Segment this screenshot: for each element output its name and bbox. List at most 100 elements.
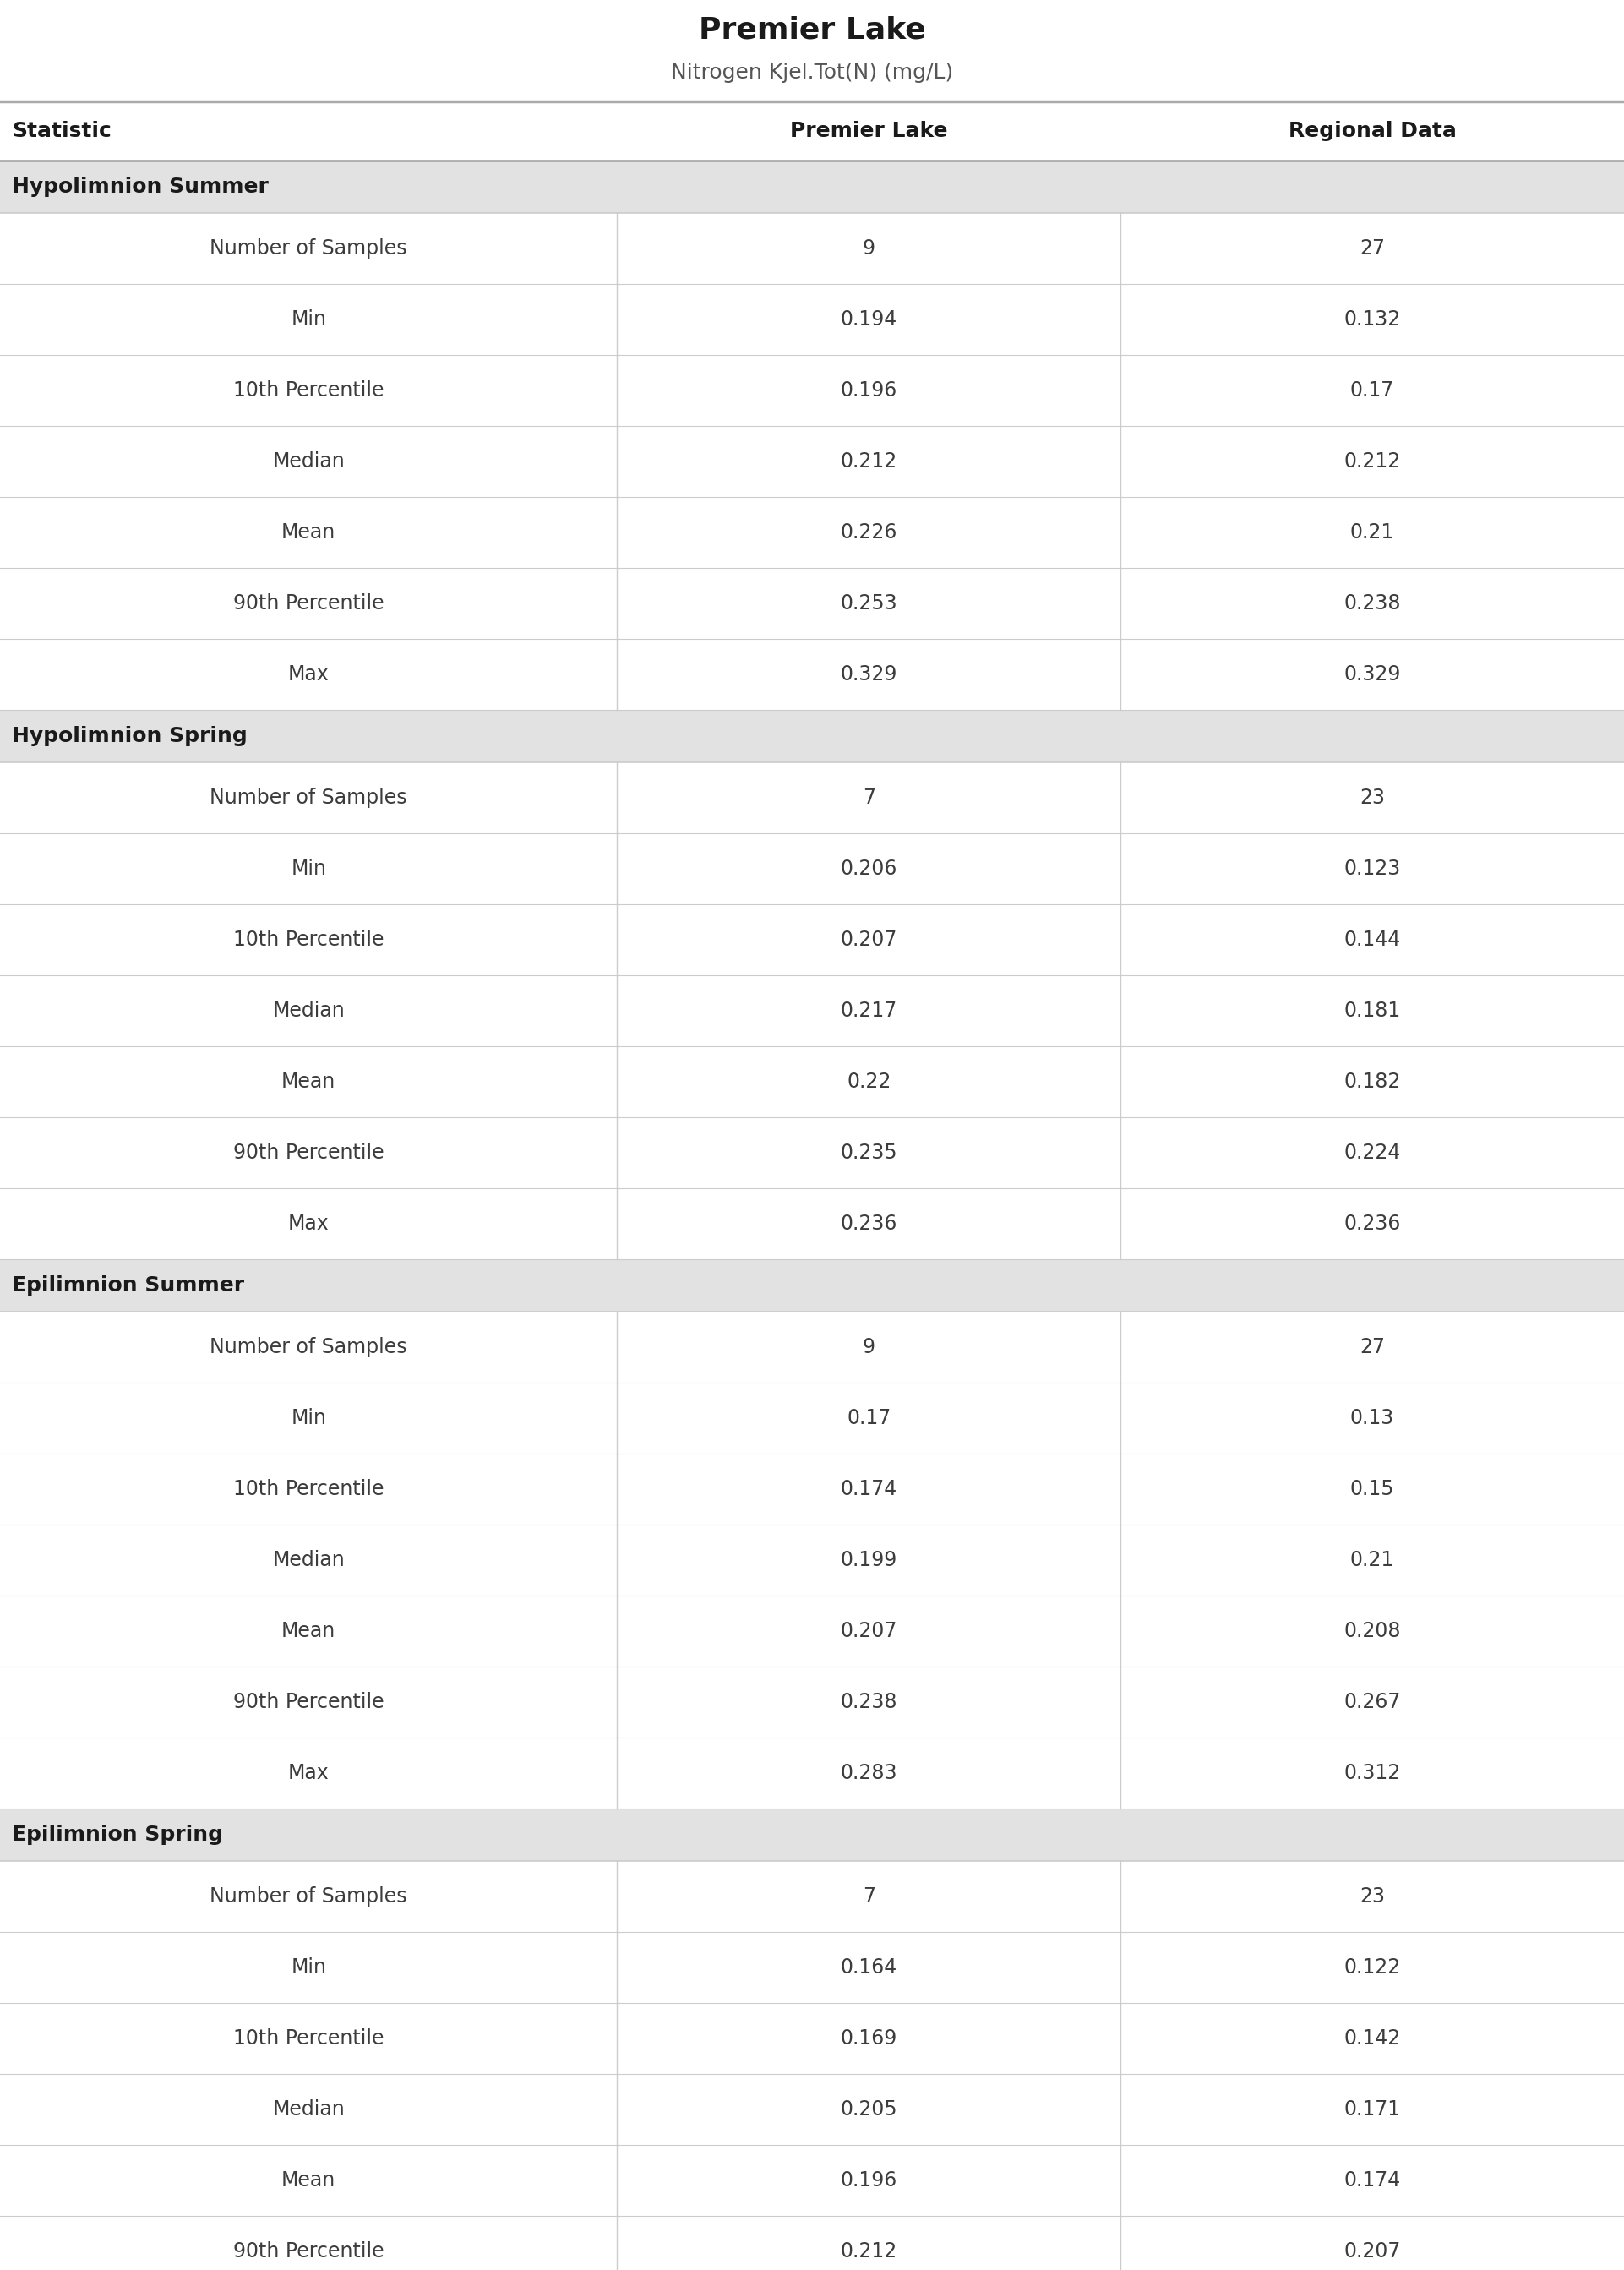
Text: 0.21: 0.21: [1350, 1550, 1395, 1571]
Bar: [0, 1809, 1624, 1861]
Text: 0.212: 0.212: [841, 2240, 896, 2261]
Bar: [0, 102, 1624, 161]
Bar: [0, 2002, 1624, 2075]
Text: 0.207: 0.207: [840, 931, 898, 949]
Text: 0.144: 0.144: [1345, 931, 1400, 949]
Text: Number of Samples: Number of Samples: [209, 1886, 408, 1907]
Text: 90th Percentile: 90th Percentile: [234, 1691, 383, 1712]
Text: 0.17: 0.17: [1350, 381, 1395, 400]
Text: 7: 7: [862, 1886, 875, 1907]
Text: 0.182: 0.182: [1343, 1071, 1402, 1092]
Text: 0.169: 0.169: [841, 2029, 896, 2048]
Text: Nitrogen Kjel.Tot(N) (mg/L): Nitrogen Kjel.Tot(N) (mg/L): [671, 64, 953, 84]
Text: 10th Percentile: 10th Percentile: [234, 381, 383, 400]
Bar: [0, 1861, 1624, 1932]
Bar: [0, 1596, 1624, 1666]
Text: Epilimnion Summer: Epilimnion Summer: [11, 1276, 244, 1296]
Text: 10th Percentile: 10th Percentile: [234, 931, 383, 949]
Text: 0.122: 0.122: [1345, 1957, 1400, 1977]
Text: 0.164: 0.164: [841, 1957, 896, 1977]
Text: Mean: Mean: [281, 1621, 336, 1641]
Text: Max: Max: [287, 1764, 330, 1784]
Bar: [0, 1666, 1624, 1737]
Bar: [0, 833, 1624, 903]
Text: 0.207: 0.207: [840, 1621, 898, 1641]
Bar: [0, 1117, 1624, 1187]
Text: Median: Median: [273, 1550, 344, 1571]
Bar: [0, 1046, 1624, 1117]
Bar: [0, 568, 1624, 638]
Text: 0.238: 0.238: [1343, 592, 1402, 613]
Bar: [0, 161, 1624, 213]
Text: 9: 9: [862, 1337, 875, 1357]
Text: 0.235: 0.235: [840, 1142, 898, 1162]
Text: 10th Percentile: 10th Percentile: [234, 2029, 383, 2048]
Text: 0.312: 0.312: [1345, 1764, 1400, 1784]
Text: Epilimnion Spring: Epilimnion Spring: [11, 1825, 222, 1846]
Text: Min: Min: [291, 1957, 326, 1977]
Bar: [0, 1312, 1624, 1382]
Bar: [0, 1382, 1624, 1453]
Text: Regional Data: Regional Data: [1288, 120, 1457, 141]
Text: 27: 27: [1359, 1337, 1385, 1357]
Text: 0.171: 0.171: [1345, 2100, 1400, 2120]
Text: Hypolimnion Spring: Hypolimnion Spring: [11, 726, 247, 747]
Text: 0.196: 0.196: [841, 381, 896, 400]
Text: 23: 23: [1359, 788, 1385, 808]
Bar: [0, 497, 1624, 568]
Text: 0.236: 0.236: [840, 1214, 898, 1235]
Bar: [0, 2216, 1624, 2270]
Bar: [0, 1737, 1624, 1809]
Text: Number of Samples: Number of Samples: [209, 1337, 408, 1357]
Text: 0.208: 0.208: [1343, 1621, 1402, 1641]
Text: 0.217: 0.217: [841, 1001, 896, 1022]
Bar: [0, 1525, 1624, 1596]
Text: 0.238: 0.238: [840, 1691, 898, 1712]
Text: 90th Percentile: 90th Percentile: [234, 2240, 383, 2261]
Text: 0.207: 0.207: [1343, 2240, 1402, 2261]
Bar: [0, 711, 1624, 763]
Bar: [0, 1453, 1624, 1525]
Text: 7: 7: [862, 788, 875, 808]
Text: 0.212: 0.212: [841, 452, 896, 472]
Text: 90th Percentile: 90th Percentile: [234, 592, 383, 613]
Bar: [0, 213, 1624, 284]
Bar: [0, 284, 1624, 354]
Bar: [0, 903, 1624, 976]
Bar: [0, 2145, 1624, 2216]
Text: Min: Min: [291, 309, 326, 329]
Text: 0.236: 0.236: [1343, 1214, 1402, 1235]
Bar: [0, 0, 1624, 102]
Text: 10th Percentile: 10th Percentile: [234, 1480, 383, 1498]
Text: 0.123: 0.123: [1345, 858, 1400, 878]
Text: 0.329: 0.329: [840, 665, 898, 686]
Text: 0.212: 0.212: [1345, 452, 1400, 472]
Text: 0.283: 0.283: [840, 1764, 898, 1784]
Text: 0.22: 0.22: [846, 1071, 892, 1092]
Text: Mean: Mean: [281, 1071, 336, 1092]
Text: Median: Median: [273, 2100, 344, 2120]
Text: 0.181: 0.181: [1345, 1001, 1400, 1022]
Text: 0.174: 0.174: [1345, 2170, 1400, 2191]
Text: 0.21: 0.21: [1350, 522, 1395, 543]
Text: 0.15: 0.15: [1350, 1480, 1395, 1498]
Text: 0.174: 0.174: [841, 1480, 896, 1498]
Text: 0.199: 0.199: [841, 1550, 896, 1571]
Text: Min: Min: [291, 858, 326, 878]
Text: 0.253: 0.253: [840, 592, 898, 613]
Text: Max: Max: [287, 1214, 330, 1235]
Bar: [0, 2075, 1624, 2145]
Text: Hypolimnion Summer: Hypolimnion Summer: [11, 177, 268, 197]
Text: 0.142: 0.142: [1345, 2029, 1400, 2048]
Text: Statistic: Statistic: [11, 120, 112, 141]
Text: 0.17: 0.17: [846, 1407, 892, 1428]
Text: Median: Median: [273, 1001, 344, 1022]
Text: 0.13: 0.13: [1350, 1407, 1395, 1428]
Bar: [0, 1260, 1624, 1312]
Text: 9: 9: [862, 238, 875, 259]
Bar: [0, 427, 1624, 497]
Text: 23: 23: [1359, 1886, 1385, 1907]
Bar: [0, 1932, 1624, 2002]
Text: 0.224: 0.224: [1343, 1142, 1402, 1162]
Bar: [0, 763, 1624, 833]
